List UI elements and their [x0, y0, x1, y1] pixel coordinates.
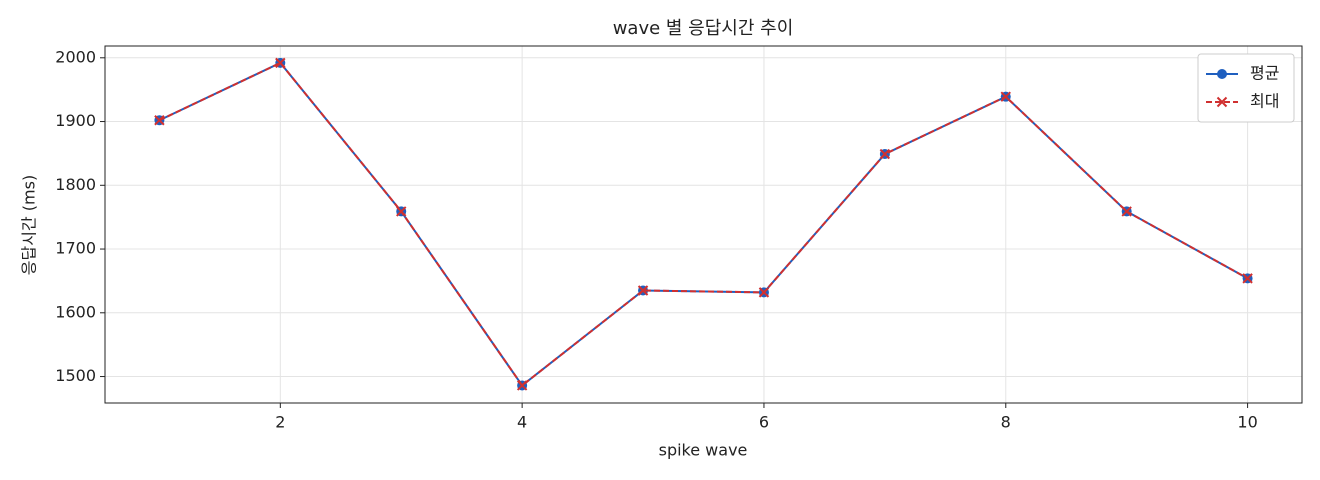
- point: [1242, 273, 1253, 284]
- point: [637, 285, 649, 296]
- y-tick-label: 1900: [55, 111, 96, 130]
- legend-label: 평균: [1250, 64, 1279, 83]
- x-tick-label: 2: [275, 413, 285, 432]
- point: [516, 380, 528, 391]
- x-tick-label: 6: [759, 413, 769, 432]
- plot-frame: [104, 45, 1303, 404]
- y-tick-label: 1800: [55, 175, 96, 194]
- y-axis-label: 응답시간 (ms): [20, 175, 39, 275]
- y-tick-label: 1500: [55, 366, 96, 385]
- series-line: [158, 61, 1249, 387]
- point: [1121, 206, 1132, 217]
- point: [275, 57, 286, 69]
- point: [879, 148, 891, 160]
- point: [154, 115, 165, 126]
- legend-marker: [1216, 96, 1228, 108]
- legend-box: [1197, 53, 1295, 123]
- series-line: [158, 61, 1249, 387]
- x-axis-label: spike wave: [659, 441, 748, 460]
- point: [758, 287, 770, 298]
- y-tick-label: 1600: [55, 302, 96, 321]
- x-tick-label: 4: [517, 413, 527, 432]
- y-tick-label: 2000: [55, 47, 96, 66]
- x-tick-label: 8: [1001, 413, 1011, 432]
- chart-title: wave 별 응답시간 추이: [613, 18, 794, 39]
- x-tick-label: 10: [1237, 413, 1257, 432]
- legend-marker: [1217, 69, 1227, 79]
- legend-label: 최대: [1250, 92, 1279, 111]
- point: [1000, 91, 1011, 102]
- y-tick-label: 1700: [55, 239, 96, 258]
- point: [396, 206, 407, 217]
